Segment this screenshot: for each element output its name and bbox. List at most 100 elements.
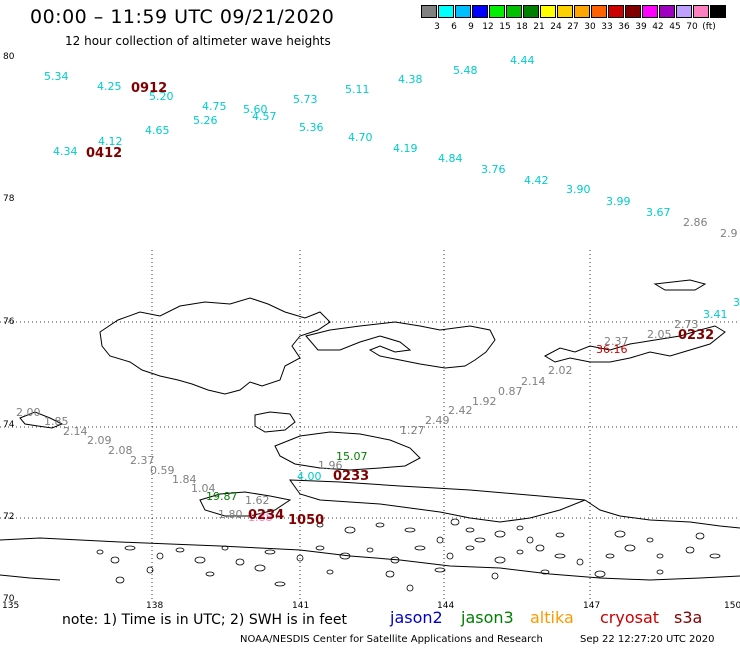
island <box>540 569 550 575</box>
wave-height-label: 1.62 <box>245 494 270 507</box>
island <box>685 546 695 554</box>
lat-label: 80 <box>3 52 15 62</box>
island <box>115 576 125 584</box>
wave-height-label: 3.41 <box>703 308 728 321</box>
legend-label: 36 <box>618 22 630 32</box>
wave-height-label: 1.96 <box>318 459 343 472</box>
wave-height-label: 2.73 <box>674 318 699 331</box>
island <box>124 545 136 551</box>
wave-height-label: 1.84 <box>172 473 197 486</box>
island <box>175 547 185 553</box>
wave-height-label: 1.80 <box>218 508 243 521</box>
wave-height-label: 4.38 <box>398 73 423 86</box>
pass-time-label: 0912 <box>131 81 167 96</box>
legend-swatch <box>608 5 624 18</box>
island <box>414 545 426 551</box>
lon-label: 138 <box>146 601 163 611</box>
island <box>235 558 245 566</box>
island <box>339 552 351 560</box>
wave-height-label: 4.34 <box>53 145 78 158</box>
legend-swatch <box>676 5 692 18</box>
island <box>390 556 400 564</box>
wave-height-label: 2.42 <box>448 404 473 417</box>
island <box>695 532 705 540</box>
legend-swatch <box>574 5 590 18</box>
wave-height-label: 2.09 <box>87 434 112 447</box>
legend-label: 12 <box>482 22 494 32</box>
legend-label: 39 <box>635 22 647 32</box>
wave-height-label: 2.14 <box>63 425 88 438</box>
wave-height-label: 5.73 <box>293 93 318 106</box>
wave-height-label: 2.86 <box>683 216 708 229</box>
island <box>194 556 206 564</box>
island <box>326 569 334 575</box>
island <box>535 544 545 552</box>
legend-swatch <box>642 5 658 18</box>
island <box>491 572 499 580</box>
legend-swatch <box>693 5 709 18</box>
legend-swatch <box>540 5 556 18</box>
wave-height-label: 4.75 <box>202 100 227 113</box>
lat-label: 78 <box>3 194 15 204</box>
legend-swatch <box>625 5 641 18</box>
island <box>221 545 229 551</box>
legend-label: 21 <box>533 22 545 32</box>
wave-height-label: 5.26 <box>193 114 218 127</box>
wave-height-label: 1.85 <box>44 415 69 428</box>
legend-label: 42 <box>652 22 664 32</box>
island <box>366 547 374 553</box>
legend-label: 9 <box>468 22 474 32</box>
wave-height-label: 2.9 <box>720 227 738 240</box>
wave-height-label: 4.84 <box>438 152 463 165</box>
wave-height-label: 15.07 <box>336 450 368 463</box>
island <box>474 537 486 543</box>
wave-height-label: 4.00 <box>297 470 322 483</box>
legend-swatch <box>472 5 488 18</box>
island <box>494 530 506 538</box>
legend-swatch <box>506 5 522 18</box>
island <box>450 518 460 526</box>
lat-label: 74 <box>3 420 15 430</box>
wave-height-label: 1.27 <box>400 424 425 437</box>
legend-label: 27 <box>567 22 579 32</box>
legend-label: 30 <box>584 22 596 32</box>
legend-label: 15 <box>499 22 511 32</box>
pass-time-label: 0233 <box>333 469 369 484</box>
island <box>406 584 414 592</box>
pass-time-label: 0232 <box>678 328 714 343</box>
satellite-jason2: jason2 <box>390 608 443 627</box>
island <box>709 553 721 559</box>
island <box>656 553 664 559</box>
legend-label: 18 <box>516 22 528 32</box>
wave-height-label: 3 <box>733 296 740 309</box>
wave-height-label: 3.99 <box>606 195 631 208</box>
legend-swatch <box>438 5 454 18</box>
island <box>375 522 385 528</box>
wave-height-label: 5.36 <box>299 121 324 134</box>
legend-swatch <box>710 5 726 18</box>
island <box>446 552 454 560</box>
lon-label: 147 <box>583 601 600 611</box>
island <box>516 549 524 555</box>
wave-height-label: 2.37 <box>130 454 155 467</box>
wave-height-label: 4.44 <box>510 54 535 67</box>
pass-time-label: 1050 <box>288 513 324 528</box>
satellite-jason3: jason3 <box>461 608 514 627</box>
legend-label: 33 <box>601 22 613 32</box>
wave-height-label: 2.37 <box>604 335 629 348</box>
island <box>594 570 606 578</box>
pass-time-label: 0234 <box>248 508 284 523</box>
island <box>274 581 286 587</box>
wave-height-label: 5.34 <box>44 70 69 83</box>
wave-height-label: 19.87 <box>206 490 238 503</box>
map-title: 00:00 – 11:59 UTC 09/21/2020 <box>30 6 335 28</box>
footer-credit: NOAA/NESDIS Center for Satellite Applica… <box>240 634 543 645</box>
island <box>385 570 395 578</box>
footer-timestamp: Sep 22 12:27:20 UTC 2020 <box>580 634 715 645</box>
legend-swatch <box>523 5 539 18</box>
axis-labels: 80 78 76 74 72 70 135 138 141 144 147 15… <box>2 52 740 611</box>
pass-time-label: 0412 <box>86 146 122 161</box>
island <box>344 526 356 534</box>
wave-height-label: 2.08 <box>108 444 133 457</box>
